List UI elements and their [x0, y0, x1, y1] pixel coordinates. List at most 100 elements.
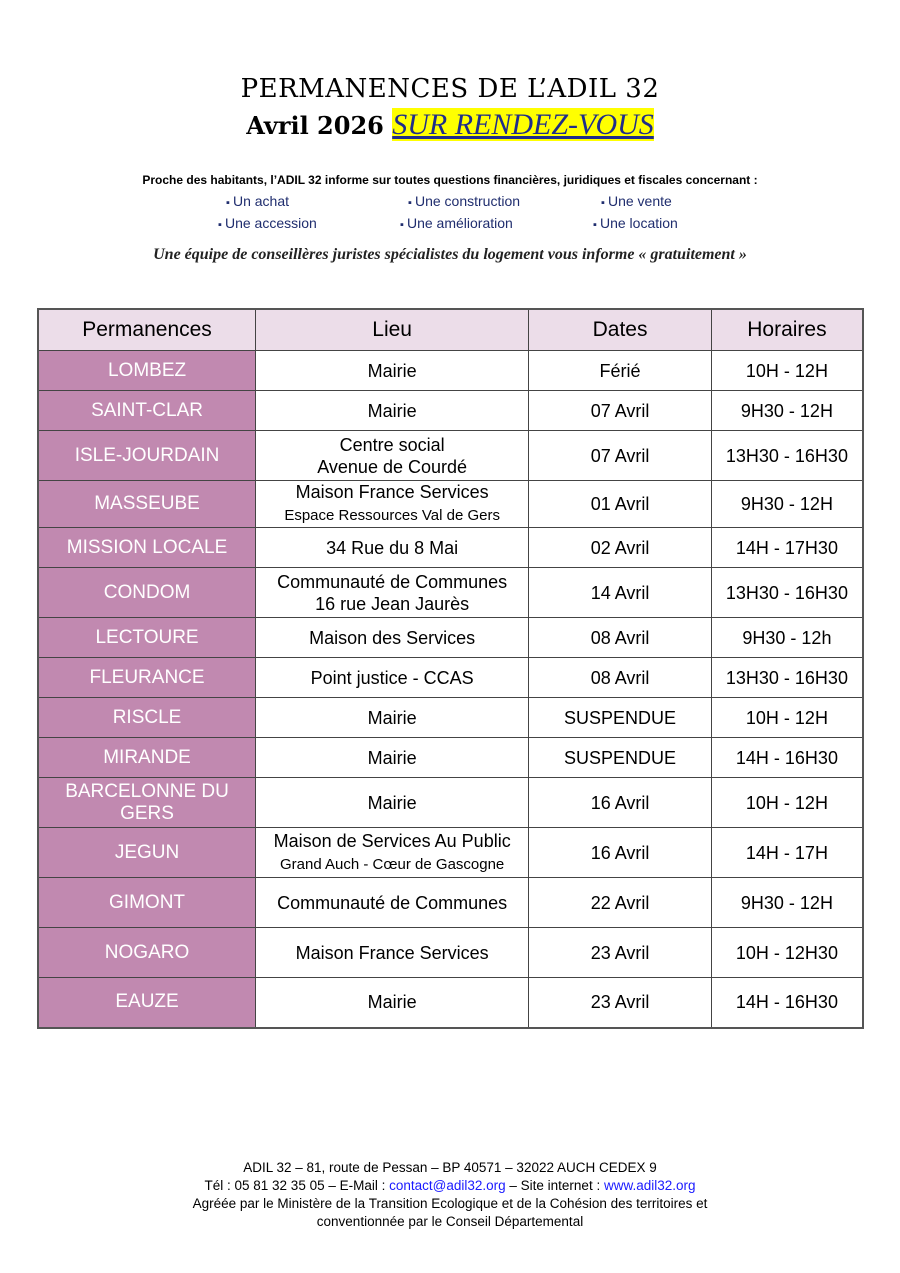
permanences-table: Permanences Lieu Dates Horaires LOMBEZ M…	[37, 308, 864, 1029]
hours-cell: 10H - 12H	[710, 697, 864, 738]
hours-cell: 10H - 12H	[710, 350, 864, 391]
table-row: LOMBEZ Mairie Férié 10H - 12H	[37, 350, 864, 391]
permanence-name: MISSION LOCALE	[37, 527, 257, 568]
permanence-name: LECTOURE	[37, 617, 257, 658]
date-cell: 08 Avril	[528, 657, 712, 698]
lieu-line2-text: Grand Auch - Cœur de Gascogne	[280, 855, 505, 873]
table-row: SAINT-CLAR Mairie 07 Avril 9H30 - 12H	[37, 390, 864, 431]
table-row: FLEURANCE Point justice - CCAS 08 Avril …	[37, 657, 864, 698]
permanence-name: BARCELONNE DU GERS	[37, 777, 257, 828]
lieu-line2-text: 16 rue Jean Jaurès	[315, 593, 470, 614]
lieu-cell: Mairie	[255, 350, 530, 391]
lieu-cell: Communauté de Communes 16 rue Jean Jaurès	[255, 567, 530, 618]
lieu-line1: Point justice - CCAS	[310, 667, 474, 688]
lieu-line1: 34 Rue du 8 Mai	[326, 537, 459, 558]
hours-cell: 14H - 16H30	[710, 977, 864, 1028]
footer-agreement: Agréée par le Ministère de la Transition…	[192, 1196, 708, 1211]
lieu-cell: Communauté de Communes	[255, 877, 530, 928]
lieu-line1: Maison des Services	[309, 627, 476, 648]
date-cell: 02 Avril	[528, 527, 712, 568]
table-row: ISLE-JOURDAIN Centre social Avenue de Cou…	[37, 430, 864, 481]
date-cell: 08 Avril	[528, 617, 712, 658]
lieu-line1: Communauté de Communes	[277, 892, 508, 913]
hours-cell: 9H30 - 12H	[710, 390, 864, 431]
site-label: – Site internet :	[505, 1178, 604, 1193]
phone-text: Tél : 05 81 32 35 05 – E-Mail :	[204, 1178, 390, 1193]
table-row: LECTOURE Maison des Services 08 Avril 9H…	[37, 617, 864, 658]
table-row: MASSEUBE Maison France Services Espace Re…	[37, 480, 864, 528]
date-cell: 07 Avril	[528, 390, 712, 431]
hours-cell: 9H30 - 12H	[710, 480, 864, 528]
lieu-line1: Centre social	[339, 434, 445, 455]
permanence-name: FLEURANCE	[37, 657, 257, 698]
date-cell: 23 Avril	[528, 977, 712, 1028]
lieu-cell: Mairie	[255, 777, 530, 828]
hours-cell: 14H - 17H	[710, 827, 864, 878]
permanence-name: MASSEUBE	[37, 480, 257, 528]
rdv-highlight: SUR RENDEZ-VOUS	[392, 108, 654, 141]
hours-cell: 9H30 - 12h	[710, 617, 864, 658]
permanence-name: MIRANDE	[37, 737, 257, 778]
footer-contact: Tél : 05 81 32 35 05 – E-Mail : contact@…	[0, 1177, 900, 1195]
lieu-line1: Mairie	[367, 707, 417, 728]
header-lieu: Lieu	[255, 308, 530, 351]
hours-cell: 10H - 12H30	[710, 927, 864, 978]
subtitle: Avril 2026 SUR RENDEZ-VOUS	[0, 108, 900, 142]
lieu-cell: Mairie	[255, 697, 530, 738]
hours-cell: 13H30 - 16H30	[710, 657, 864, 698]
date-cell: 07 Avril	[528, 430, 712, 481]
lieu-line1: Mairie	[367, 992, 417, 1013]
lieu-cell: Mairie	[255, 390, 530, 431]
lieu-cell: Point justice - CCAS	[255, 657, 530, 698]
hours-cell: 9H30 - 12H	[710, 877, 864, 928]
table-row: EAUZE Mairie 23 Avril 14H - 16H30	[37, 977, 864, 1028]
lieu-cell: 34 Rue du 8 Mai	[255, 527, 530, 568]
permanence-name: SAINT-CLAR	[37, 390, 257, 431]
topic-item: Une accession	[218, 215, 317, 231]
date-cell: 22 Avril	[528, 877, 712, 928]
lieu-line2: Espace Ressources Val de Gers	[256, 503, 528, 527]
lieu-cell: Maison des Services	[255, 617, 530, 658]
page-title: PERMANENCES DE L’ADIL 32	[240, 74, 660, 104]
hours-cell: 13H30 - 16H30	[710, 430, 864, 481]
table-row: JEGUN Maison de Services Au Public Grand …	[37, 827, 864, 878]
date-cell: SUSPENDUE	[528, 737, 712, 778]
table-row: MISSION LOCALE 34 Rue du 8 Mai 02 Avril …	[37, 527, 864, 568]
hours-cell: 14H - 17H30	[710, 527, 864, 568]
lieu-cell: Mairie	[255, 737, 530, 778]
date-cell: 16 Avril	[528, 777, 712, 828]
permanence-name: RISCLE	[37, 697, 257, 738]
permanence-name: ISLE-JOURDAIN	[37, 430, 257, 481]
header-dates: Dates	[528, 308, 712, 351]
topic-item: Un achat	[226, 193, 289, 209]
hours-cell: 13H30 - 16H30	[710, 567, 864, 618]
table-header: Permanences Lieu Dates Horaires	[37, 308, 864, 351]
lieu-line1: Maison France Services	[295, 482, 489, 502]
lieu-line1: Mairie	[367, 792, 417, 813]
topic-item: Une construction	[408, 193, 520, 209]
hours-cell: 10H - 12H	[710, 777, 864, 828]
date-cell: 23 Avril	[528, 927, 712, 978]
table-row: MIRANDE Mairie SUSPENDUE 14H - 16H30	[37, 737, 864, 778]
table-row: RISCLE Mairie SUSPENDUE 10H - 12H	[37, 697, 864, 738]
lieu-line2-text: Espace Ressources Val de Gers	[284, 507, 500, 524]
lieu-line2: 16 rue Jean Jaurès	[256, 593, 528, 615]
month: Avril 2026	[246, 111, 384, 140]
topic-item: Une location	[593, 215, 678, 231]
date-cell: 16 Avril	[528, 827, 712, 878]
permanence-name: GIMONT	[37, 877, 257, 928]
footer-address: ADIL 32 – 81, route de Pessan – BP 40571…	[243, 1160, 657, 1175]
permanence-name: NOGARO	[37, 927, 257, 978]
permanence-name: LOMBEZ	[37, 350, 257, 391]
website-link[interactable]: www.adil32.org	[603, 1178, 696, 1193]
date-cell: 01 Avril	[528, 480, 712, 528]
email-link[interactable]: contact@adil32.org	[389, 1178, 506, 1193]
topic-item: Une amélioration	[400, 215, 513, 231]
lieu-line1: Mairie	[367, 400, 417, 421]
date-cell: Férié	[528, 350, 712, 391]
lieu-cell: Mairie	[255, 977, 530, 1028]
intro-text: Proche des habitants, l’ADIL 32 informe …	[142, 173, 758, 187]
header-permanences: Permanences	[37, 308, 257, 351]
permanence-name: JEGUN	[37, 827, 257, 878]
